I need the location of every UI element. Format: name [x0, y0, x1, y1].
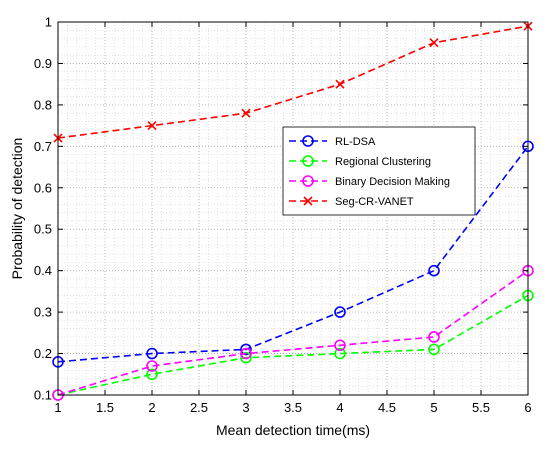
data-point-regional-clustering: [240, 351, 252, 364]
data-point-rl-dsa: [428, 264, 440, 277]
x-tick-label: 4.5: [378, 400, 396, 415]
legend-item-rl-dsa: RL-DSA: [289, 135, 376, 148]
data-point-binary-decision-making: [428, 331, 440, 343]
data-point-regional-clustering: [146, 368, 158, 381]
data-point-binary-decision-making: [240, 347, 252, 360]
data-point-rl-dsa: [146, 347, 158, 360]
legend-label: Binary Decision Making: [335, 176, 450, 188]
x-tick-label: 1.5: [96, 400, 114, 415]
data-point-seg-cr-vanet: [335, 79, 345, 89]
data-point-seg-cr-vanet: [241, 108, 251, 118]
axis-ticks: [57, 21, 529, 396]
legend-item-seg-cr-vanet: Seg-CR-VANET: [289, 196, 414, 208]
y-tick-labels: 0.1 0.2 0.3 0.4 0.5 0.6 0.7 0.8 0.9 1: [34, 15, 52, 403]
y-tick-label: 0.8: [34, 97, 52, 112]
data-point-binary-decision-making: [146, 360, 158, 372]
series-line-binary-decision-making: [57, 270, 529, 396]
y-tick-label: 0.9: [34, 56, 52, 71]
data-point-rl-dsa: [240, 343, 252, 356]
data-point-rl-dsa: [334, 306, 346, 318]
data-point-seg-cr-vanet: [429, 38, 439, 48]
y-tick-label: 0.6: [34, 180, 52, 195]
data-point-regional-clustering: [428, 343, 440, 356]
x-tick-label: 2.5: [190, 400, 208, 415]
x-tick-label: 5: [430, 400, 437, 415]
y-tick-label: 0.1: [34, 388, 52, 403]
y-tick-label: 0.2: [34, 346, 52, 361]
y-tick-label: 1: [45, 15, 52, 30]
legend: RL-DSA Regional Clustering Binary Decision…: [282, 126, 476, 216]
x-axis-title: Mean detection time(ms): [216, 422, 370, 438]
legend-marker: [302, 135, 314, 147]
data-point-regional-clustering: [334, 347, 346, 360]
x-tick-labels: 1 1.5 2 2.5 3 3.5 4 4.5 5 5.5 6: [54, 400, 531, 415]
y-axis-title: Probability of detection: [9, 138, 25, 280]
series-line-regional-clustering: [57, 294, 529, 396]
legend-marker: [302, 155, 314, 167]
x-tick-label: 3.5: [284, 400, 302, 415]
x-tick-label: 1: [54, 400, 61, 415]
x-tick-label: 3: [242, 400, 249, 415]
series-line-seg-cr-vanet: [57, 25, 529, 139]
x-tick-label: 2: [148, 400, 155, 415]
x-tick-label: 5.5: [472, 400, 490, 415]
legend-item-regional-clustering: Regional Clustering: [289, 155, 431, 168]
legend-label: RL-DSA: [335, 136, 376, 148]
legend-label: Regional Clustering: [335, 156, 431, 168]
data-point-seg-cr-vanet: [147, 121, 157, 131]
x-tick-label: 4: [336, 400, 343, 415]
legend-marker: [303, 196, 313, 206]
legend-label: Seg-CR-VANET: [335, 196, 414, 208]
data-point-binary-decision-making: [334, 339, 346, 352]
legend-marker: [302, 175, 314, 187]
y-tick-label: 0.5: [34, 222, 52, 237]
series-line-rl-dsa: [57, 145, 529, 363]
y-tick-label: 0.3: [34, 305, 52, 320]
y-tick-label: 0.4: [34, 263, 52, 278]
x-tick-label: 6: [524, 400, 531, 415]
legend-item-binary-decision-making: Binary Decision Making: [289, 175, 450, 188]
y-tick-label: 0.7: [34, 139, 52, 154]
